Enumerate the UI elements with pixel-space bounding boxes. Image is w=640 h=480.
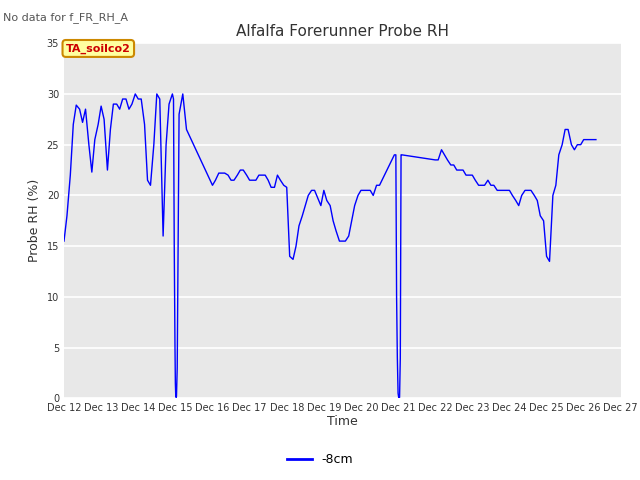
Y-axis label: Probe RH (%): Probe RH (%): [28, 179, 41, 263]
X-axis label: Time: Time: [327, 415, 358, 428]
Legend: -8cm: -8cm: [282, 448, 358, 471]
Text: TA_soilco2: TA_soilco2: [66, 43, 131, 54]
Text: No data for f_FR_RH_A: No data for f_FR_RH_A: [3, 12, 128, 23]
Title: Alfalfa Forerunner Probe RH: Alfalfa Forerunner Probe RH: [236, 24, 449, 39]
